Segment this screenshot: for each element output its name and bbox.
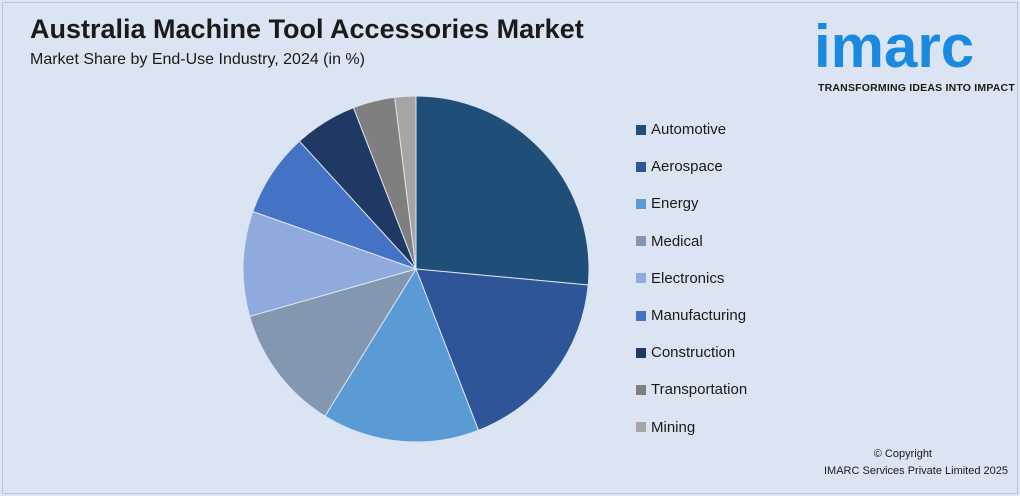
imarc-logo: imarc TRANSFORMING IDEAS INTO IMPACT [812,13,1015,98]
legend-swatch [636,422,646,433]
pie-slice-mining [394,95,417,270]
chart-legend: Automotive Aerospace Energy Medical Electron… [636,111,747,446]
legend-swatch [636,384,646,395]
legend-item-energy: Energy [636,185,747,222]
legend-item-automotive: Automotive [636,111,747,148]
pie-slice-energy [324,267,480,443]
legend-item-transportation: Transportation [636,371,747,408]
legend-swatch [636,161,646,172]
legend-item-medical: Medical [636,223,747,260]
pie-slice-aerospace [415,268,589,431]
chart-subtitle: Market Share by End-Use Industry, 2024 (… [30,51,365,68]
legend-label: Construction [651,344,736,362]
legend-item-construction: Construction [636,334,747,371]
legend-label: Manufacturing [651,307,747,325]
legend-swatch [636,273,646,284]
legend-swatch [636,124,646,135]
copyright-line-2: IMARC Services Private Limited 2025 [823,465,1008,477]
pie-slice-electronics [242,210,418,317]
legend-swatch [636,310,646,321]
logo-wordmark: imarc [814,13,975,80]
legend-label: Transportation [651,381,748,399]
copyright-notice: © Copyright IMARC Services Private Limit… [824,446,1008,480]
chart-title: Australia Machine Tool Accessories Marke… [30,14,584,44]
legend-label: Mining [651,418,696,436]
legend-item-manufacturing: Manufacturing [636,297,747,334]
legend-label: Electronics [651,269,725,287]
legend-swatch [636,347,646,358]
logo-tagline: TRANSFORMING IDEAS INTO IMPACT [818,82,1015,94]
legend-label: Aerospace [651,158,723,176]
legend-label: Energy [651,195,699,213]
legend-label: Medical [651,232,703,250]
legend-swatch [636,198,646,209]
pie-slice-medical [248,268,418,417]
legend-label: Automotive [651,121,727,139]
legend-item-electronics: Electronics [636,260,747,297]
pie-slice-automotive [415,95,590,286]
legend-item-aerospace: Aerospace [636,148,747,185]
copyright-line-1: © Copyright [873,448,932,460]
legend-swatch [636,236,646,247]
pie-chart [242,95,590,443]
legend-item-mining: Mining [636,409,747,446]
